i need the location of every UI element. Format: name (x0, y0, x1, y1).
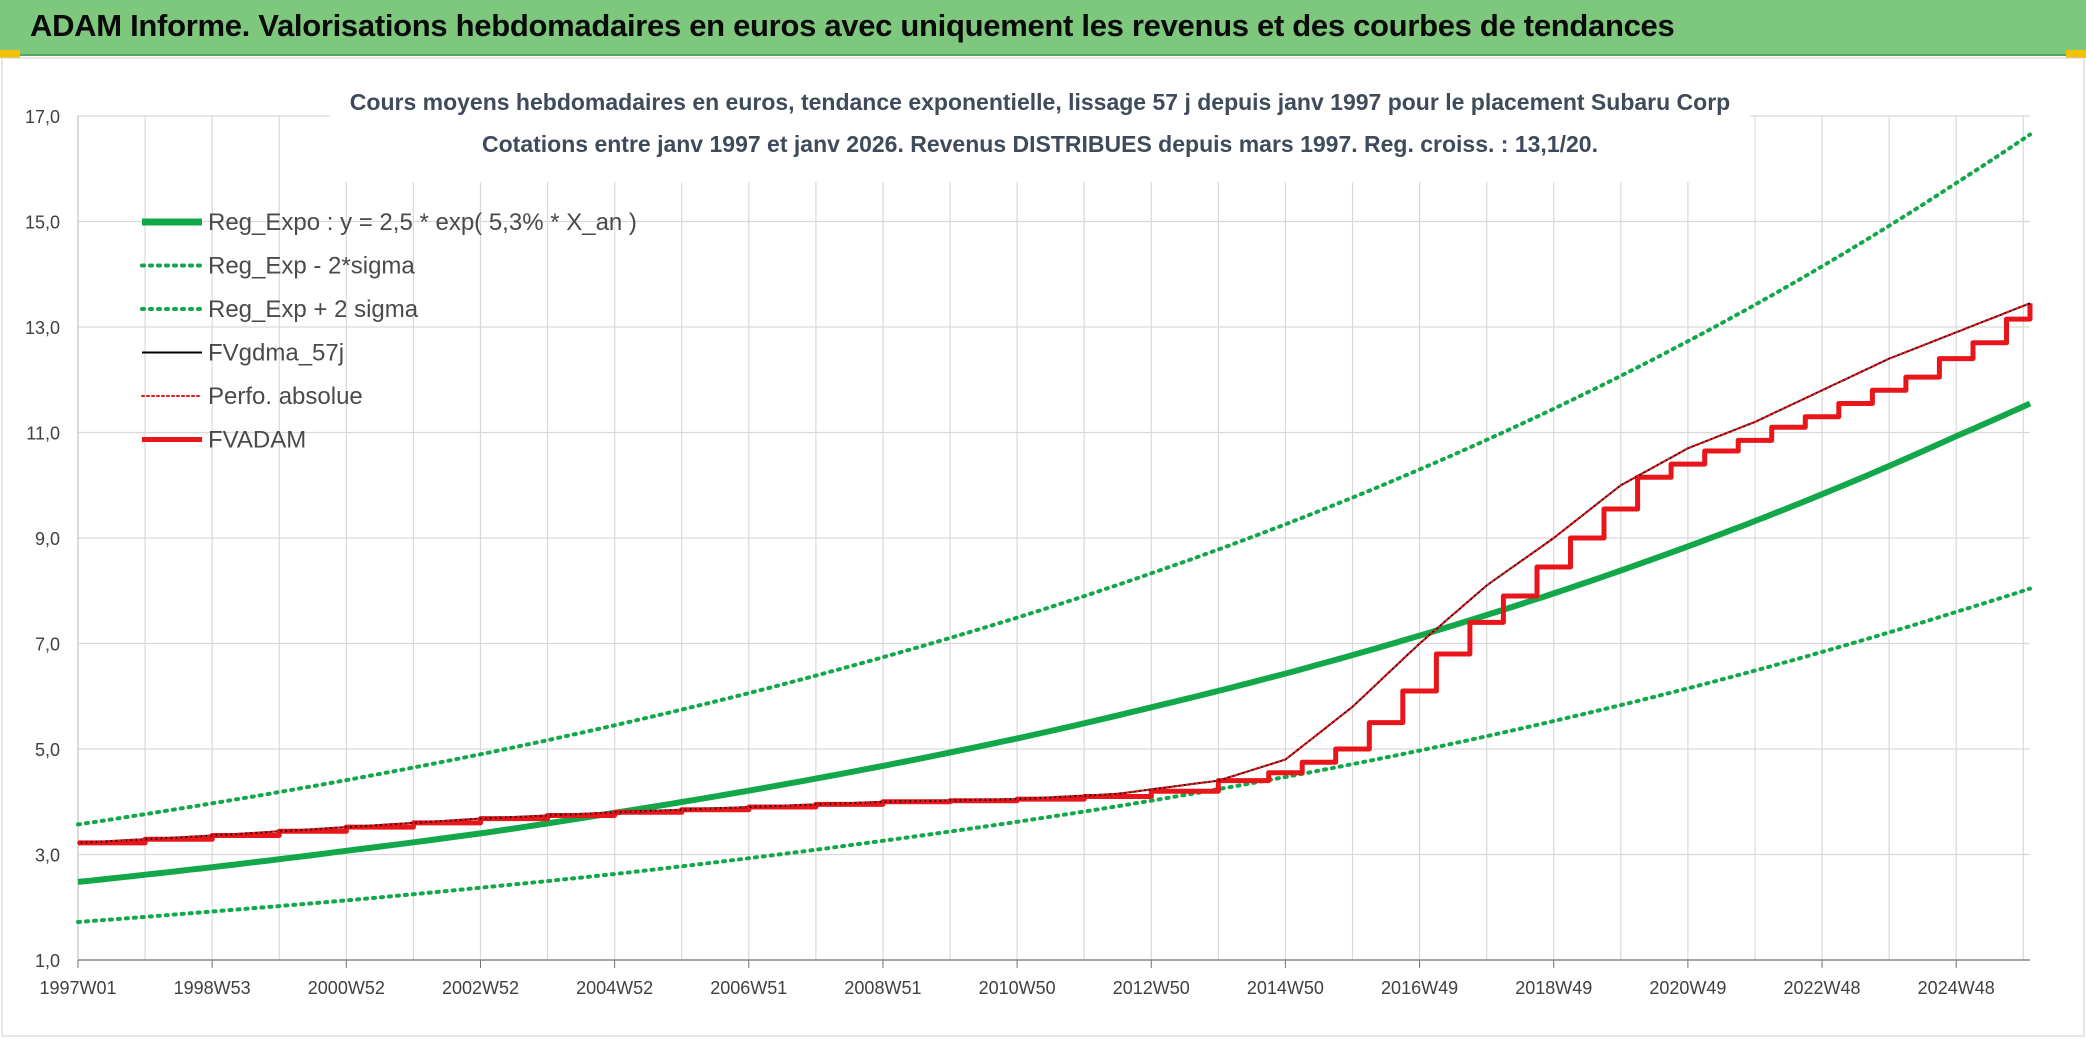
y-tick-label: 1,0 (35, 951, 60, 971)
y-tick-label: 7,0 (35, 635, 60, 655)
series-line-2 (76, 586, 2032, 924)
chart-title: Cours moyens hebdomadaires en euros, ten… (350, 89, 1730, 115)
y-tick-label: 17,0 (25, 107, 60, 127)
y-tick-label: 11,0 (26, 424, 60, 444)
x-tick-label: 1998W53 (174, 978, 251, 998)
x-tick-label: 1997W01 (39, 978, 116, 998)
x-tick-label: 2000W52 (308, 978, 385, 998)
chart-frame: 1,0 3,0 5,0 7,0 9,0 11,0 13,0 15,0 17,0 1997W01 19… (0, 56, 2086, 1038)
legend-label: Perfo. absolue (208, 383, 363, 410)
corner-accent-right (2066, 50, 2086, 58)
legend-label: FVADAM (208, 427, 306, 454)
series-line-5 (77, 302, 2031, 844)
series-layer (76, 132, 2033, 924)
y-tick-label: 5,0 (35, 740, 60, 760)
x-tick-label: 2022W48 (1784, 978, 1861, 998)
series-line-3 (76, 132, 2032, 827)
y-tick-label: 9,0 (35, 529, 60, 549)
y-tick-label: 3,0 (35, 846, 60, 866)
chart-area (1, 57, 2085, 1037)
title-background (330, 78, 1750, 182)
chart-subtitle: Cotations entre janv 1997 et janv 2026. … (482, 131, 1598, 157)
legend: Reg_Expo : y = 2,5 * exp( 5,3% * X_an ) R… (140, 209, 637, 454)
report-title: ADAM Informe. Valorisations hebdomadaire… (30, 8, 1675, 43)
x-tick-label: 2016W49 (1381, 978, 1458, 998)
legend-label: Reg_Exp - 2*sigma (208, 253, 415, 280)
y-tick-label: 15,0 (25, 213, 60, 233)
x-tick-label: 2014W50 (1247, 978, 1324, 998)
corner-accent-left (0, 50, 20, 58)
axes: 1,0 3,0 5,0 7,0 9,0 11,0 13,0 15,0 17,0 1997W01 19… (25, 107, 2030, 998)
x-tick-label: 2008W51 (844, 978, 921, 998)
x-tick-label: 2024W48 (1918, 978, 1995, 998)
x-tick-label: 2012W50 (1113, 978, 1190, 998)
report-banner: ADAM Informe. Valorisations hebdomadaire… (0, 0, 2086, 56)
series-line-6 (78, 303, 2033, 846)
legend-label: Reg_Expo : y = 2,5 * exp( 5,3% * X_an ) (208, 209, 637, 236)
x-tick-label: 2020W49 (1649, 978, 1726, 998)
grid-lines (77, 115, 2030, 961)
series-line-1 (77, 400, 2032, 885)
x-tick-label: 2002W52 (442, 978, 519, 998)
x-tick-label: 2018W49 (1515, 978, 1592, 998)
legend-label: Reg_Exp + 2 sigma (208, 296, 419, 323)
x-tick-label: 2010W50 (979, 978, 1056, 998)
chart-svg: 1,0 3,0 5,0 7,0 9,0 11,0 13,0 15,0 17,0 1997W01 19… (1, 57, 2085, 1037)
legend-label: FVgdma_57j (208, 340, 344, 367)
y-tick-label: 13,0 (25, 318, 60, 338)
x-tick-label: 2006W51 (710, 978, 787, 998)
chart-titles: Cours moyens hebdomadaires en euros, ten… (330, 78, 1750, 182)
x-tick-label: 2004W52 (576, 978, 653, 998)
